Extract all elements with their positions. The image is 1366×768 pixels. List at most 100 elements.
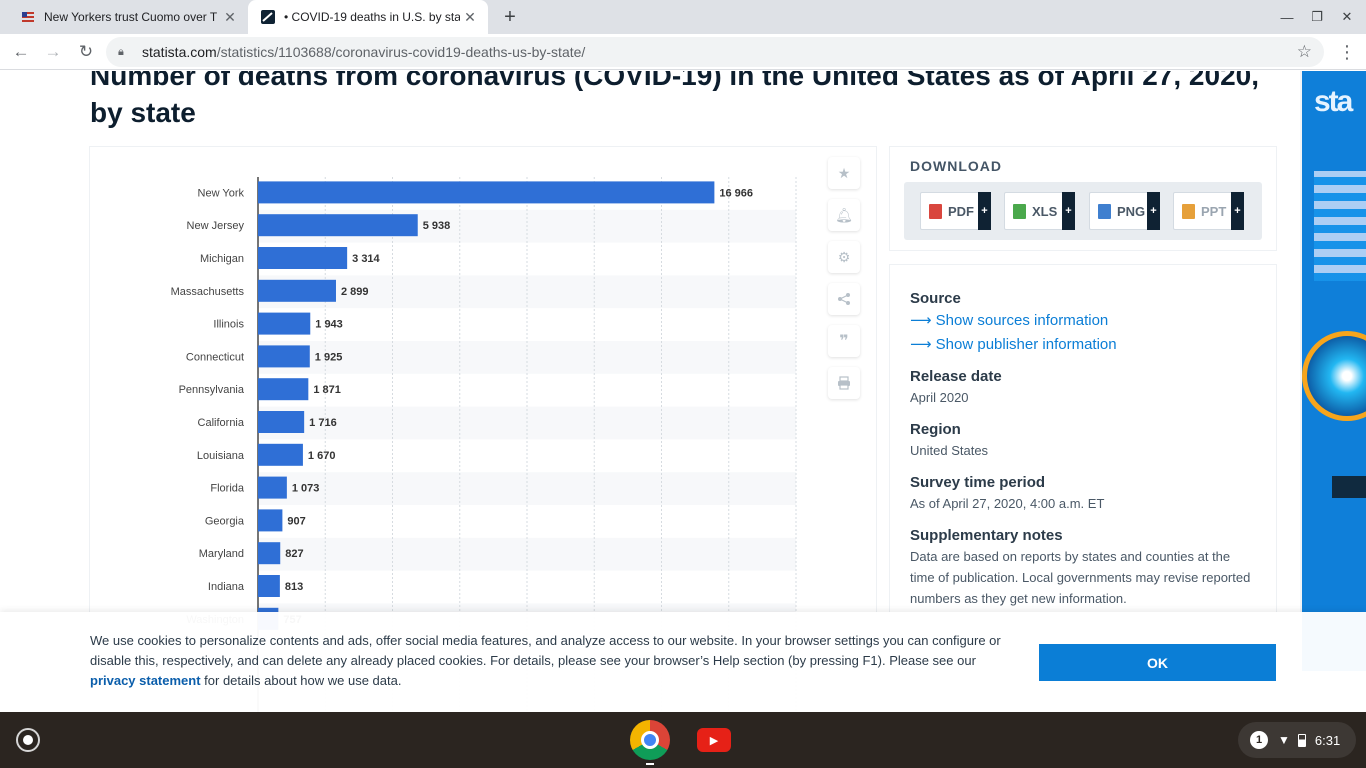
tab-title: • COVID-19 deaths in U.S. by stat <box>284 10 460 24</box>
arrow-right-icon: ⟶ <box>910 336 936 353</box>
bar[interactable] <box>258 509 283 532</box>
tab-statista[interactable]: • COVID-19 deaths in U.S. by stat ✕ <box>248 0 488 34</box>
release-date-value: April 2020 <box>910 390 969 405</box>
forward-icon[interactable]: → <box>44 42 62 61</box>
wifi-icon: ▼ <box>1278 733 1290 747</box>
url-host: statista.com <box>142 44 217 60</box>
bar[interactable] <box>258 575 280 597</box>
category-label: Georgia <box>205 515 245 527</box>
chart-tools: ★ 🔔︎ ⚙ ❞ <box>828 157 862 409</box>
category-label: Michigan <box>200 253 244 265</box>
download-bar: PDF + XLS + PNG + PPT + <box>904 182 1262 240</box>
reload-icon[interactable]: ↻ <box>78 42 94 61</box>
source-heading: Source <box>910 290 961 307</box>
launcher-icon[interactable] <box>16 728 40 752</box>
plus-icon: + <box>1147 192 1160 230</box>
battery-icon <box>1297 733 1306 747</box>
download-pdf-button[interactable]: PDF + <box>920 192 991 230</box>
download-xls-button[interactable]: XLS + <box>1004 192 1075 230</box>
value-label: 907 <box>287 515 305 527</box>
tab-close-icon[interactable]: ✕ <box>224 8 236 25</box>
ad-logo-graphic: sta <box>1314 85 1353 118</box>
new-tab-button[interactable]: + <box>504 5 516 28</box>
region-heading: Region <box>910 421 961 438</box>
category-label: New York <box>198 187 245 199</box>
bar[interactable] <box>258 279 336 302</box>
download-png-label: PNG <box>1117 203 1146 219</box>
cookie-ok-button[interactable]: OK <box>1039 644 1276 681</box>
ppt-file-icon <box>1182 203 1195 219</box>
arrow-right-icon: ⟶ <box>910 312 936 329</box>
tab-close-icon[interactable]: ✕ <box>464 8 476 25</box>
plus-icon: + <box>978 192 991 230</box>
download-png-button[interactable]: PNG + <box>1089 192 1160 230</box>
category-label: Louisiana <box>197 450 245 462</box>
tab-title: New Yorkers trust Cuomo over T <box>44 10 218 24</box>
value-label: 1 073 <box>292 483 320 495</box>
bar[interactable] <box>258 411 305 433</box>
value-label: 1 871 <box>313 384 341 396</box>
back-icon[interactable]: ← <box>12 42 30 61</box>
download-heading: DOWNLOAD <box>910 158 1002 174</box>
show-sources-link[interactable]: ⟶ Show sources information <box>910 309 1256 333</box>
gear-icon[interactable]: ⚙ <box>828 241 860 273</box>
pdf-file-icon <box>929 203 942 219</box>
status-tray[interactable]: 1 ▼ 6:31 <box>1238 722 1356 758</box>
notification-count: 1 <box>1250 731 1268 749</box>
bar[interactable] <box>258 312 311 335</box>
value-label: 3 314 <box>352 253 380 265</box>
png-file-icon <box>1098 203 1111 219</box>
ad-graphic <box>1302 331 1366 421</box>
cookie-text: We use cookies to personalize contents a… <box>90 631 1020 691</box>
advertisement[interactable]: sta <box>1302 71 1366 671</box>
plus-icon: + <box>1062 192 1075 230</box>
share-icon[interactable] <box>828 283 860 315</box>
address-bar[interactable]: 🔒︎ statista.com/statistics/1103688/coron… <box>106 37 1324 67</box>
category-label: Connecticut <box>186 351 244 363</box>
flag-icon <box>20 9 36 25</box>
privacy-statement-link[interactable]: privacy statement <box>90 673 201 688</box>
category-label: Pennsylvania <box>179 384 245 396</box>
bell-icon[interactable]: 🔔︎ <box>828 199 860 231</box>
chrome-app-icon[interactable] <box>630 720 670 765</box>
bookmark-star-icon[interactable]: ☆ <box>1296 42 1312 61</box>
star-icon[interactable]: ★ <box>828 157 860 189</box>
bar[interactable] <box>258 443 303 466</box>
bar[interactable] <box>258 345 310 368</box>
cookie-text-main: We use cookies to personalize contents a… <box>90 633 1001 668</box>
category-label: Maryland <box>199 548 244 560</box>
download-ppt-button[interactable]: PPT + <box>1173 192 1244 230</box>
xls-file-icon <box>1013 203 1026 219</box>
row-band <box>258 275 796 309</box>
minimize-icon[interactable]: — <box>1280 9 1294 25</box>
bar[interactable] <box>258 214 418 237</box>
value-label: 2 899 <box>341 286 369 298</box>
youtube-app-icon[interactable]: ▶ <box>697 728 731 752</box>
bar[interactable] <box>258 378 309 401</box>
value-label: 16 966 <box>719 187 753 199</box>
clock: 6:31 <box>1314 732 1341 748</box>
download-card: DOWNLOAD PDF + XLS + PNG + <box>890 147 1276 250</box>
bar[interactable] <box>258 542 281 565</box>
show-publisher-link[interactable]: ⟶ Show publisher information <box>910 333 1256 357</box>
survey-period-heading: Survey time period <box>910 474 1046 491</box>
download-pdf-label: PDF <box>948 203 974 219</box>
close-window-icon[interactable]: ✕ <box>1341 9 1353 24</box>
quote-icon[interactable]: ❞ <box>828 325 860 357</box>
category-label: California <box>198 417 245 429</box>
menu-icon[interactable]: ⋮ <box>1338 41 1356 62</box>
bar[interactable] <box>258 476 287 499</box>
category-label: Indiana <box>208 581 245 593</box>
tab-cuomo-article[interactable]: New Yorkers trust Cuomo over T ✕ <box>8 0 248 34</box>
print-icon[interactable] <box>828 367 860 399</box>
value-label: 1 716 <box>309 417 337 429</box>
bar[interactable] <box>258 181 715 204</box>
bar[interactable] <box>258 247 348 269</box>
show-publisher-label: Show publisher information <box>935 336 1117 353</box>
page-title: Number of deaths from coronavirus (COVID… <box>90 71 1259 128</box>
restore-icon[interactable]: ❐ <box>1311 9 1323 24</box>
download-ppt-label: PPT <box>1201 203 1227 219</box>
region-value: United States <box>910 443 989 458</box>
category-label: Massachusetts <box>171 286 245 298</box>
value-label: 1 925 <box>315 351 343 363</box>
